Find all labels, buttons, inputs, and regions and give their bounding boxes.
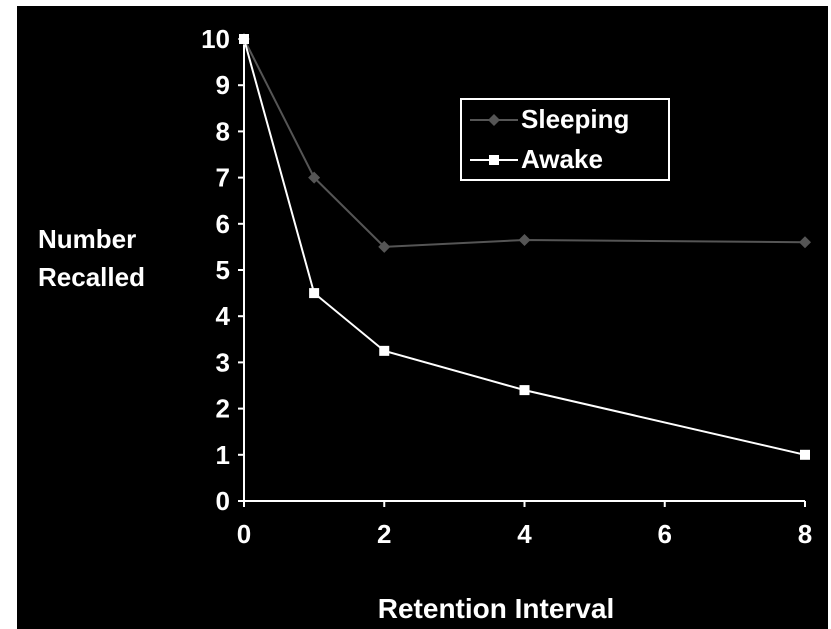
legend-sleeping-label: Sleeping (521, 104, 629, 134)
data-point-sleeping (518, 233, 531, 246)
data-point-awake (519, 385, 530, 396)
x-axis-ticks: 0 2 4 6 8 (237, 501, 812, 549)
y-tick-label: 6 (216, 209, 230, 239)
y-tick-label: 2 (216, 394, 230, 424)
legend-sleeping-marker (488, 114, 500, 126)
data-point-awake (800, 449, 810, 460)
series-group (238, 33, 811, 460)
data-point-awake (379, 345, 390, 356)
x-tick-label: 0 (237, 519, 251, 549)
x-tick-label: 6 (658, 519, 672, 549)
x-tick-label: 4 (517, 519, 532, 549)
y-tick-label: 0 (216, 486, 230, 516)
y-tick-label: 5 (216, 255, 230, 285)
data-point-awake (309, 288, 320, 299)
y-axis-ticks: 0 1 2 3 4 5 6 7 8 9 10 (201, 24, 244, 516)
chart-background (17, 6, 828, 629)
data-point-sleeping (378, 240, 391, 253)
x-tick-label: 8 (798, 519, 812, 549)
legend: Sleeping Awake (460, 98, 670, 181)
y-tick-label: 1 (216, 440, 230, 470)
y-tick-label: 4 (216, 301, 231, 331)
y-tick-label: 10 (201, 24, 230, 54)
data-point-awake (239, 34, 249, 44)
y-tick-label: 9 (216, 70, 230, 100)
legend-awake-marker (489, 155, 499, 165)
y-tick-label: 3 (216, 347, 230, 377)
y-axis-label-line2: Recalled (38, 262, 145, 292)
legend-box (460, 98, 670, 181)
legend-awake-label: Awake (521, 144, 603, 174)
x-axis-label: Retention Interval (378, 593, 614, 624)
data-point-sleeping (308, 171, 321, 184)
data-point-sleeping (799, 236, 811, 249)
x-tick-label: 2 (377, 519, 391, 549)
y-tick-label: 8 (216, 116, 230, 146)
y-axis-label-line1: Number (38, 224, 136, 254)
y-tick-label: 7 (216, 163, 230, 193)
